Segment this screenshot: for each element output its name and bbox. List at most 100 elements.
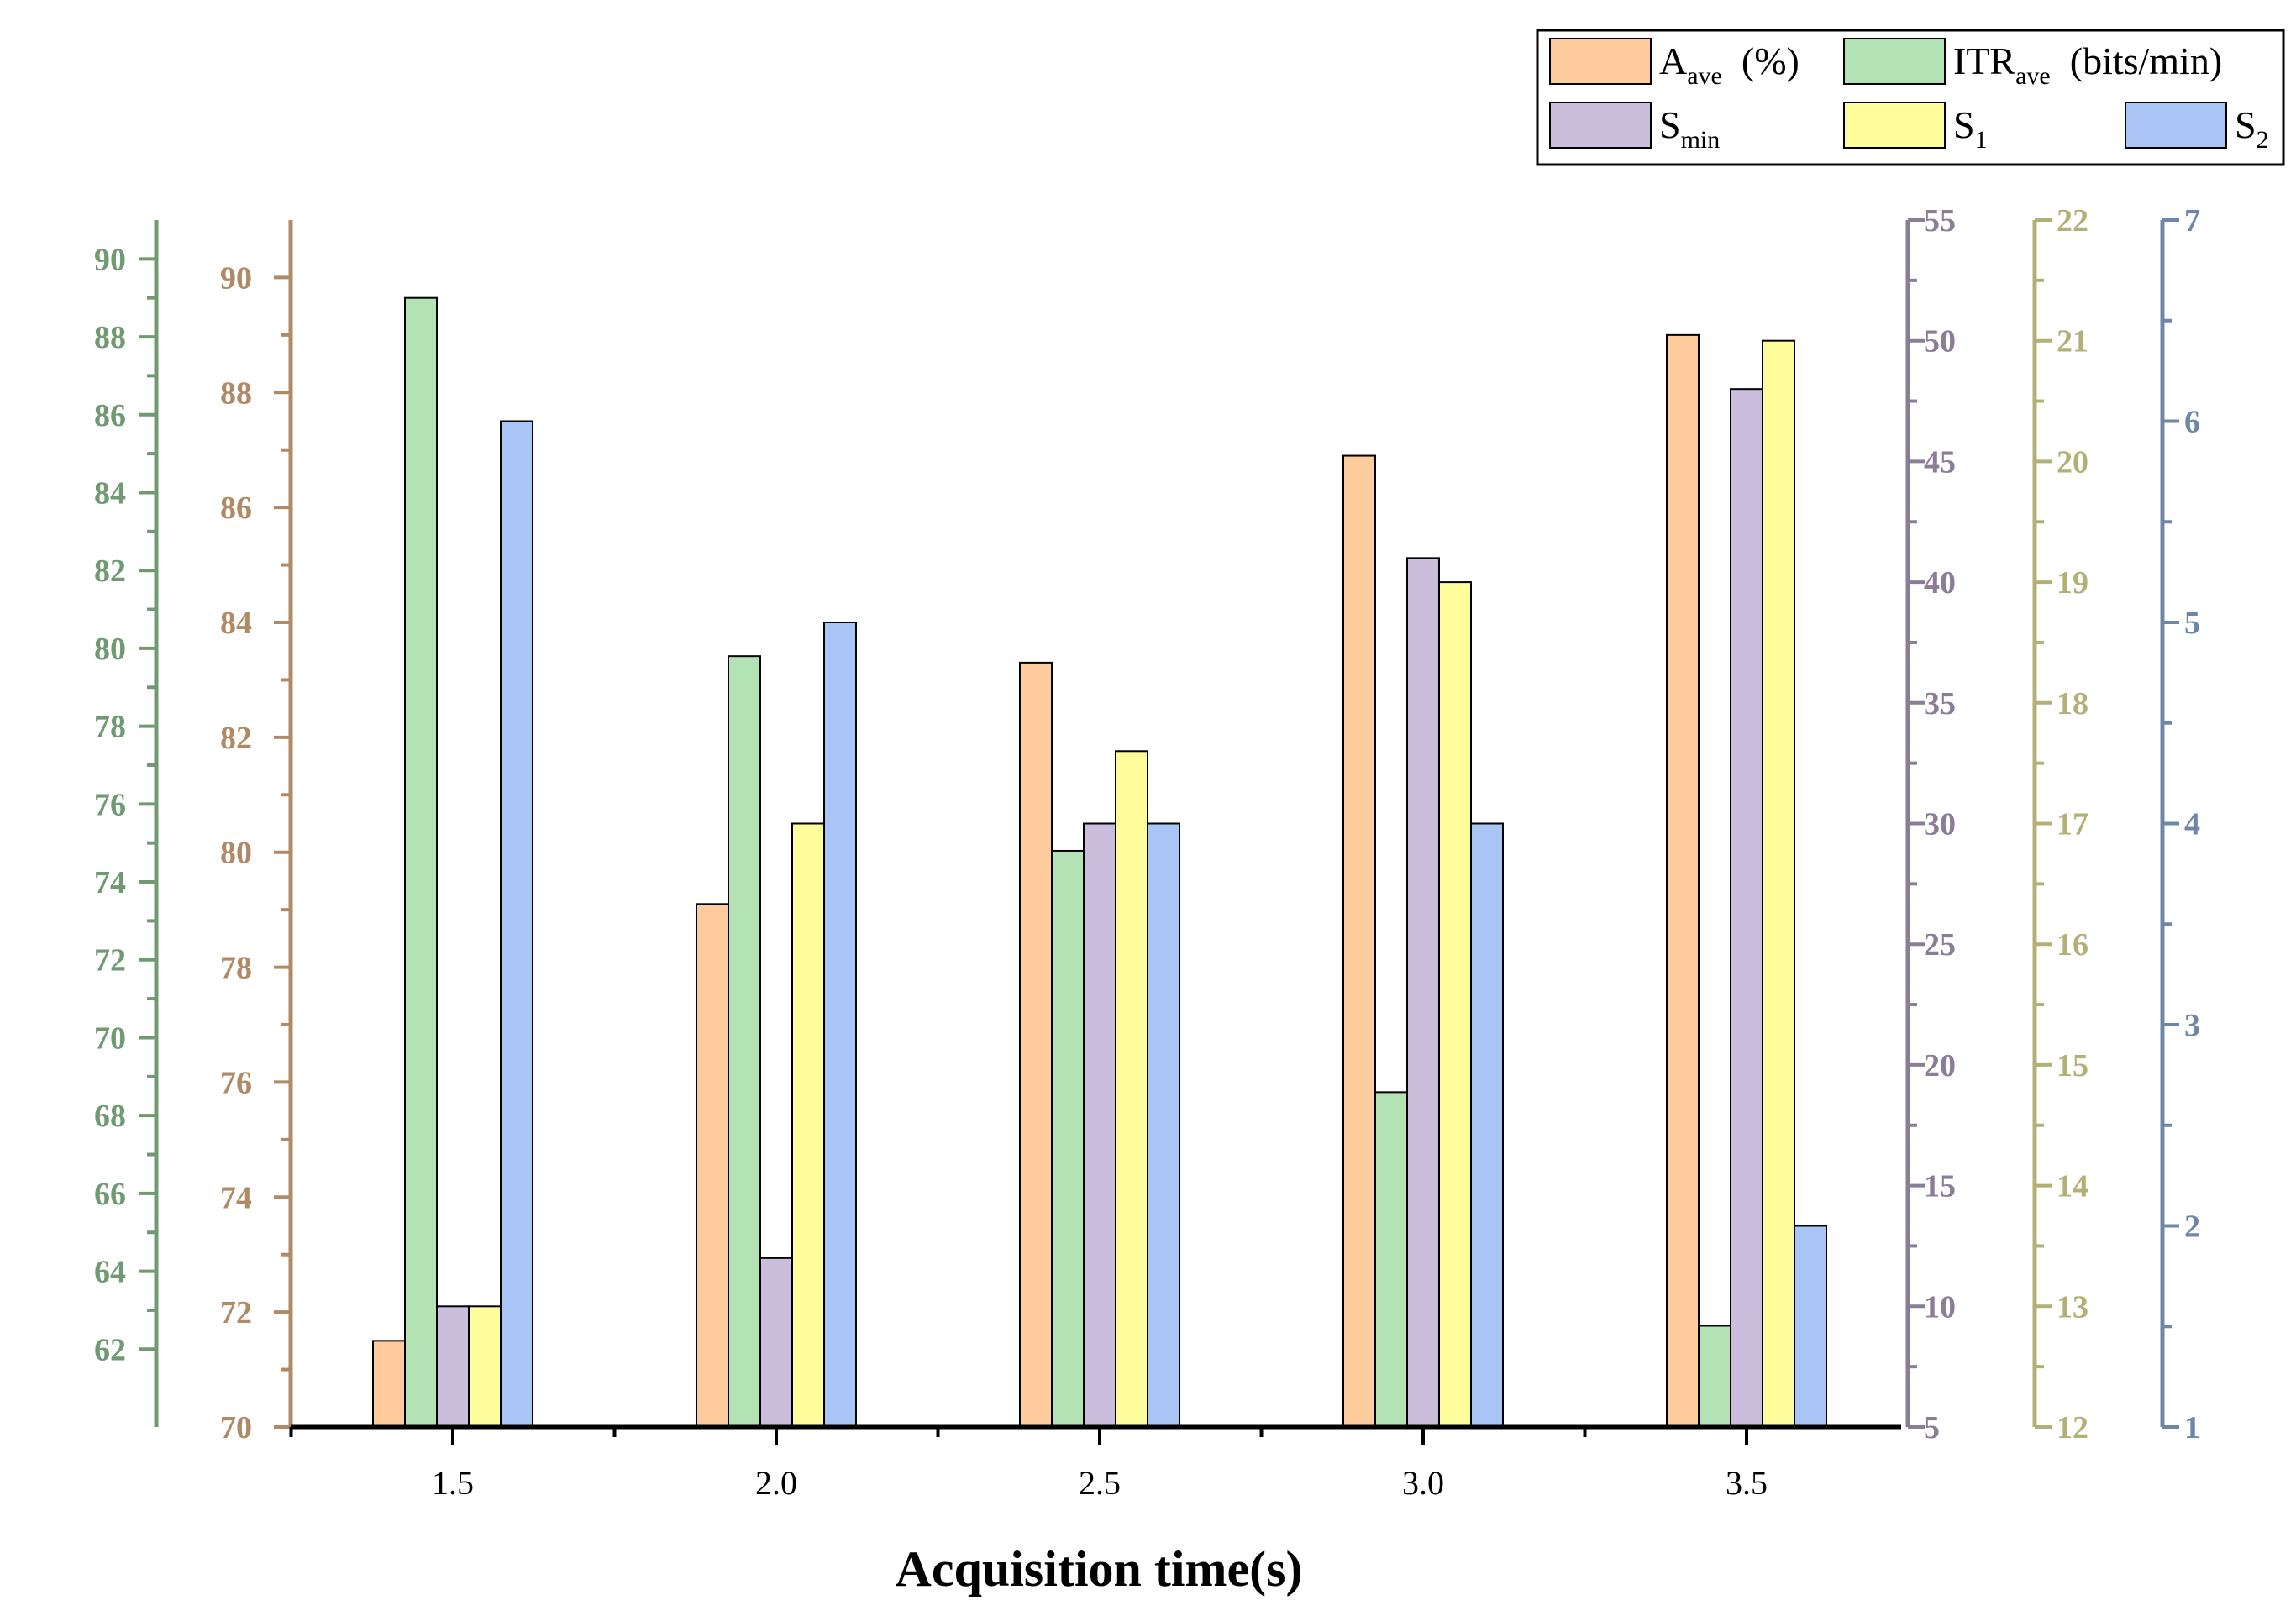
bar-smin-3.5 <box>1730 388 1763 1428</box>
y-tick-label-s2: 4 <box>2184 807 2200 842</box>
bar-smin-2.5 <box>1083 822 1116 1428</box>
y-tick-label-smin: 15 <box>1924 1169 1956 1204</box>
bar-smin-3.0 <box>1406 557 1440 1428</box>
y-tick-label-s2: 7 <box>2184 203 2200 239</box>
y-tick-label-itr: 74 <box>94 865 126 900</box>
y-tick-label-itr: 72 <box>94 943 126 979</box>
y-tick-label-acc: 88 <box>220 375 252 411</box>
y-tick-label-itr: 88 <box>94 320 126 355</box>
y-tick-label-smin: 50 <box>1924 324 1956 359</box>
x-axis-title: Acquisition time(s) <box>896 1541 1303 1597</box>
y-tick-label-itr: 80 <box>94 632 126 667</box>
y-tick-label-acc: 86 <box>220 491 252 526</box>
legend-label-s2: S2 <box>2235 103 2269 154</box>
y-tick-label-itr: 64 <box>94 1255 126 1290</box>
y-tick-label-itr: 62 <box>94 1332 126 1367</box>
y-tick-label-smin: 45 <box>1924 444 1956 480</box>
y-tick-label-itr: 90 <box>94 242 126 277</box>
bar-s2-3.0 <box>1470 822 1504 1428</box>
y-tick-label-acc: 70 <box>220 1410 252 1445</box>
y-tick-label-s2: 1 <box>2184 1410 2200 1445</box>
y-tick-label-itr: 66 <box>94 1177 126 1212</box>
y-tick-label-itr: 86 <box>94 398 126 433</box>
legend-swatch-acc <box>1549 38 1652 85</box>
bar-acc-2.0 <box>696 903 729 1429</box>
bar-smin-2.0 <box>759 1257 793 1428</box>
legend-item-itr: ITRave (bits/min) <box>1843 38 2222 90</box>
bar-acc-3.0 <box>1342 454 1376 1428</box>
bar-itr-3.5 <box>1698 1325 1731 1428</box>
legend-label-acc: Aave (%) <box>1659 39 1799 90</box>
y-tick-label-acc: 78 <box>220 951 252 986</box>
y-tick-label-s2: 5 <box>2184 606 2200 641</box>
y-tick-label-itr: 70 <box>94 1020 126 1056</box>
y-tick-label-smin: 30 <box>1924 807 1956 842</box>
bar-acc-3.5 <box>1666 333 1700 1428</box>
bar-s1-1.5 <box>468 1305 502 1429</box>
legend-item-s2: S2 <box>2125 102 2269 154</box>
y-tick-label-s1: 14 <box>2057 1169 2088 1204</box>
x-tick-label: 2.0 <box>755 1464 797 1502</box>
y-tick-label-smin: 10 <box>1924 1289 1956 1325</box>
y-tick-label-smin: 40 <box>1924 565 1956 601</box>
y-axis-itr: 62 64 66 68 70 72 74 76 78 80 82 84 86 88 90 <box>94 220 159 1427</box>
y-tick-label-itr: 68 <box>94 1099 126 1134</box>
legend-swatch-s2 <box>2125 102 2227 149</box>
y-tick-label-s2: 3 <box>2184 1008 2200 1043</box>
y-tick-label-s1: 17 <box>2057 807 2088 842</box>
y-tick-label-s1: 13 <box>2057 1289 2088 1325</box>
y-tick-label-smin: 55 <box>1924 203 1956 239</box>
y-tick-label-s1: 21 <box>2057 324 2088 359</box>
y-tick-label-acc: 84 <box>220 606 252 641</box>
y-tick-label-s2: 6 <box>2184 405 2200 440</box>
legend: Aave (%) ITRave (bits/min) Smin S1 S2 <box>1536 29 2285 166</box>
bar-s2-2.5 <box>1147 822 1180 1428</box>
legend-item-acc: Aave (%) <box>1549 38 1799 90</box>
bar-s1-2.0 <box>791 822 825 1428</box>
bars <box>372 296 1827 1429</box>
bar-itr-3.0 <box>1374 1091 1408 1428</box>
bar-itr-2.0 <box>728 655 761 1428</box>
bar-acc-1.5 <box>372 1340 406 1429</box>
y-tick-label-s1: 20 <box>2057 444 2088 480</box>
bar-s1-3.0 <box>1438 581 1472 1428</box>
y-tick-label-s1: 18 <box>2057 686 2088 721</box>
y-tick-label-s1: 15 <box>2057 1048 2088 1083</box>
bar-s1-2.5 <box>1115 750 1148 1428</box>
y-tick-label-acc: 82 <box>220 721 252 756</box>
y-tick-label-s1: 19 <box>2057 565 2088 601</box>
y-tick-label-itr: 84 <box>94 475 126 511</box>
bar-smin-1.5 <box>436 1305 470 1429</box>
y-tick-label-acc: 80 <box>220 836 252 871</box>
legend-label-itr: ITRave (bits/min) <box>1953 39 2222 90</box>
legend-swatch-s1 <box>1843 102 1946 149</box>
bar-s1-3.5 <box>1762 339 1795 1429</box>
bar-s2-3.5 <box>1794 1225 1827 1428</box>
y-tick-label-acc: 74 <box>220 1180 252 1215</box>
y-tick-label-smin: 25 <box>1924 927 1956 963</box>
bar-itr-2.5 <box>1051 849 1085 1428</box>
legend-label-s1: S1 <box>1953 103 1988 154</box>
y-tick-label-s1: 22 <box>2057 203 2088 239</box>
x-axis: 1.5 2.0 2.5 3.0 3.5 <box>289 1424 1901 1502</box>
x-tick-label: 3.0 <box>1402 1464 1444 1502</box>
y-tick-label-itr: 78 <box>94 710 126 745</box>
y-tick-label-s1: 12 <box>2057 1410 2088 1445</box>
y-tick-label-smin: 35 <box>1924 686 1956 721</box>
bar-s2-2.0 <box>823 622 857 1428</box>
x-tick-label: 2.5 <box>1079 1464 1121 1502</box>
bar-itr-1.5 <box>404 296 438 1428</box>
legend-label-smin: Smin <box>1659 103 1720 154</box>
y-tick-label-acc: 72 <box>220 1295 252 1330</box>
y-tick-label-smin: 5 <box>1924 1410 1940 1445</box>
legend-swatch-itr <box>1843 38 1946 85</box>
legend-item-s1: S1 <box>1843 102 1988 154</box>
y-axis-s1: 12 13 14 15 16 17 18 19 20 21 22 <box>2032 203 2088 1445</box>
axes: 7072747678808284868890626466687072747678… <box>94 203 2200 1445</box>
y-axis-s2: 1 2 3 4 5 6 7 <box>2160 203 2200 1445</box>
y-tick-label-acc: 90 <box>220 260 252 296</box>
y-tick-label-s1: 16 <box>2057 927 2088 963</box>
y-tick-label-s2: 2 <box>2184 1209 2200 1245</box>
legend-item-smin: Smin <box>1549 102 1720 154</box>
